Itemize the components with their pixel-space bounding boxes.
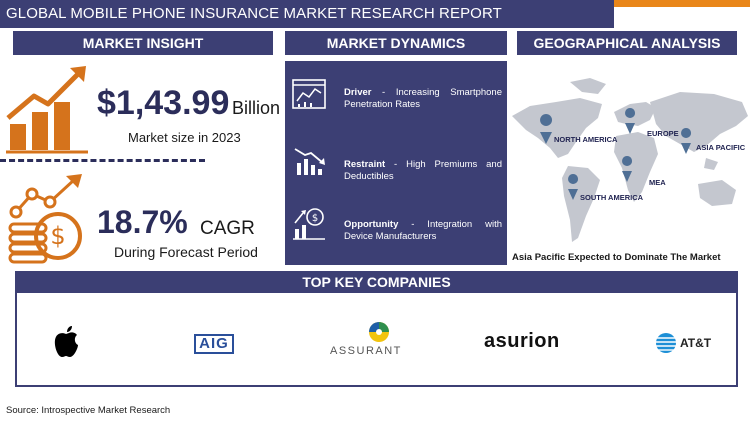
cagr-caption: During Forecast Period: [114, 244, 258, 260]
report-title-bar: GLOBAL MOBILE PHONE INSURANCE MARKET RES…: [0, 0, 614, 28]
driver-text: Driver - Increasing Smartphone Penetrati…: [344, 87, 502, 111]
market-size-unit: Billion: [232, 98, 281, 118]
att-logo-text: AT&T: [680, 336, 712, 350]
region-asia-pacific: ASIA PACIFIC: [696, 143, 746, 152]
att-globe-icon: [656, 333, 676, 353]
opportunity-text: Opportunity - Integration with Device Ma…: [344, 219, 502, 243]
declining-chart-icon: [294, 148, 325, 175]
region-europe: EUROPE: [647, 129, 679, 138]
svg-text:$: $: [50, 222, 65, 250]
title-accent-stripe: [614, 0, 750, 7]
coin-growth-icon: $: [8, 174, 82, 264]
aig-logo-text: AIG: [199, 335, 229, 352]
market-size-caption: Market size in 2023: [128, 130, 241, 145]
assurant-emblem-icon: [369, 322, 389, 342]
key-companies-header: TOP KEY COMPANIES: [15, 271, 738, 293]
region-north-america: NORTH AMERICA: [554, 135, 618, 144]
opportunity-desc: - Integration with Device Manufacturers: [344, 219, 502, 242]
market-insight-header: MARKET INSIGHT: [13, 31, 273, 55]
apple-logo-icon: [54, 326, 78, 357]
report-title: GLOBAL MOBILE PHONE INSURANCE MARKET RES…: [6, 5, 502, 22]
cagr-label: CAGR: [200, 218, 255, 239]
growth-bar-chart-icon: [6, 66, 88, 154]
restraint-label: Restraint: [344, 159, 386, 170]
assurant-logo-text: ASSURANT: [330, 345, 402, 357]
restraint-text: Restraint - High Premiums and Deductible…: [344, 159, 502, 183]
aig-logo: AIG: [194, 334, 234, 354]
restraint-desc: - High Premiums and Deductibles: [344, 159, 502, 182]
geo-footer: Asia Pacific Expected to Dominate The Ma…: [512, 252, 721, 263]
insight-divider: [0, 159, 205, 162]
pin-north-america: [540, 114, 553, 144]
svg-text:$: $: [312, 213, 318, 224]
driver-desc: - Increasing Smartphone Penetration Rate…: [344, 87, 502, 110]
market-size-value: $1,43.99: [97, 84, 230, 122]
key-companies-box: [15, 293, 738, 387]
driver-label: Driver: [344, 87, 372, 98]
asurion-logo-text: asurion: [484, 330, 560, 352]
world-map: [512, 78, 748, 242]
source-note: Source: Introspective Market Research: [6, 405, 171, 416]
region-mea: MEA: [649, 178, 666, 187]
region-south-america: SOUTH AMERICA: [580, 193, 644, 202]
dashboard-chart-icon: [292, 79, 326, 109]
market-dynamics-panel: Driver - Increasing Smartphone Penetrati…: [285, 61, 507, 265]
geographical-analysis-header: GEOGRAPHICAL ANALYSIS: [517, 31, 737, 55]
cagr-value: 18.7%: [97, 204, 188, 240]
market-dynamics-header: MARKET DYNAMICS: [285, 31, 507, 55]
growth-coin-icon: $: [293, 208, 325, 240]
opportunity-label: Opportunity: [344, 219, 399, 230]
